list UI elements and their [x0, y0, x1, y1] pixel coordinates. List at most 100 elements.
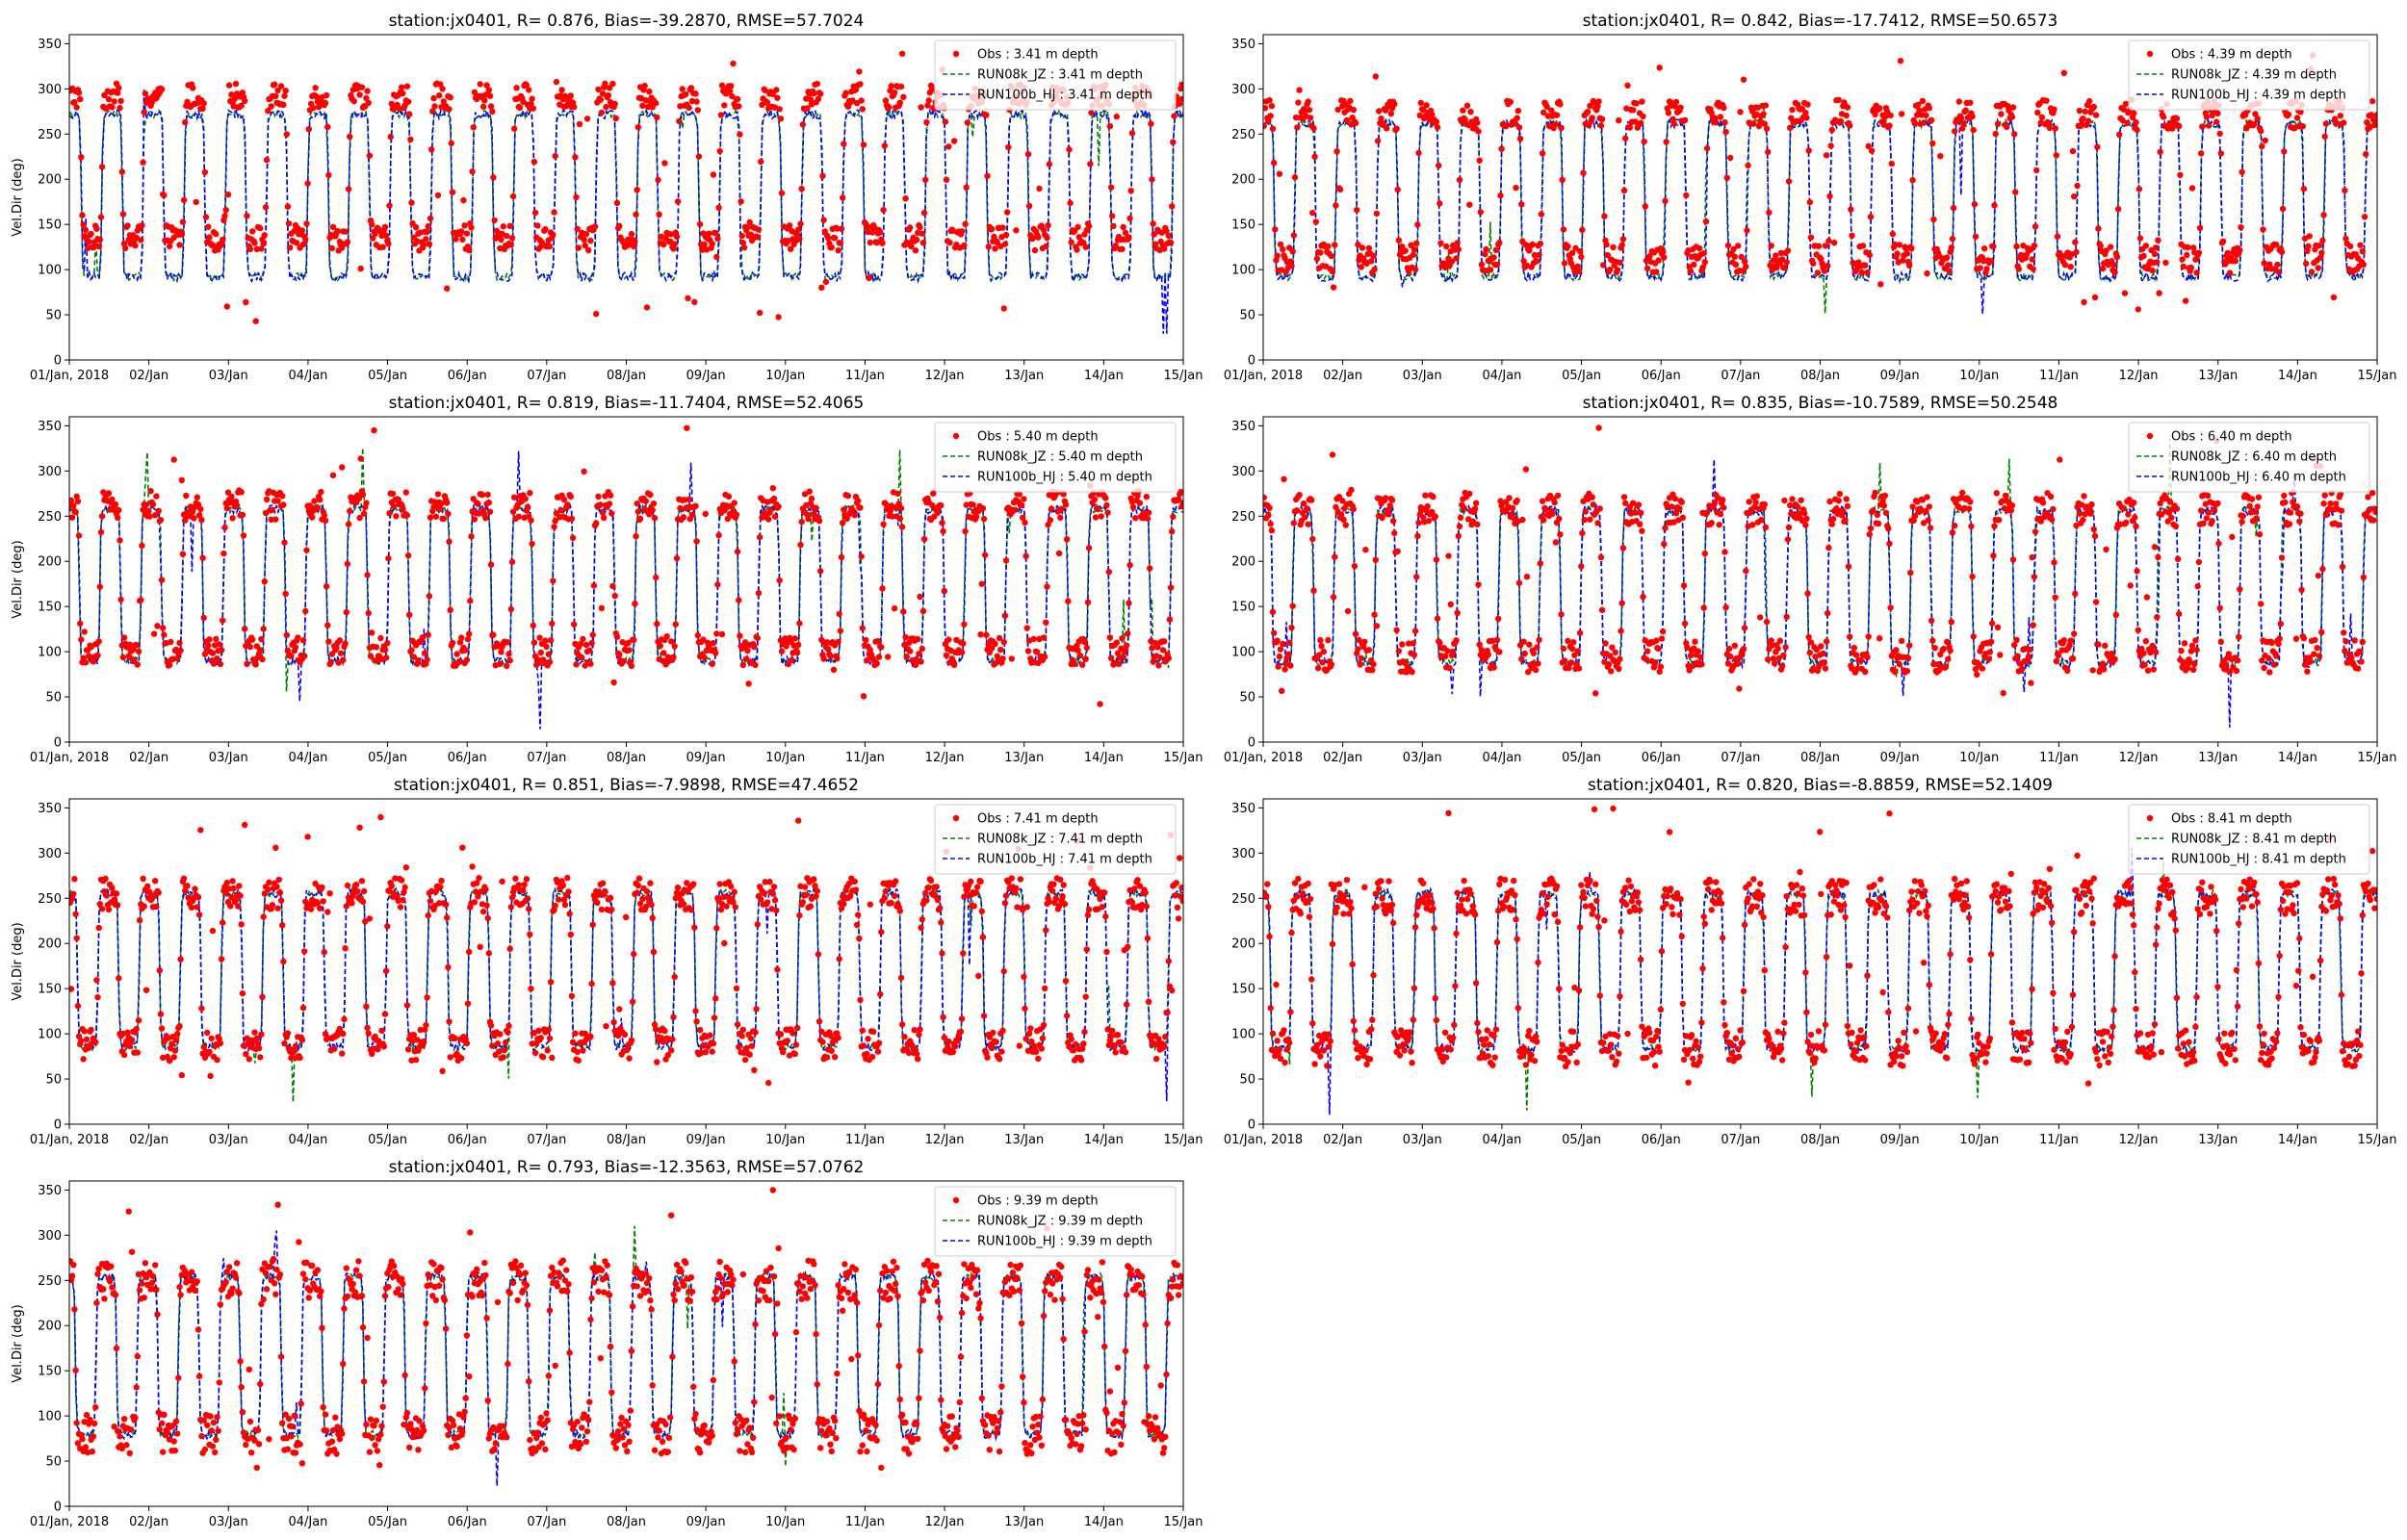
obs-point: [358, 84, 366, 90]
obs-point: [1781, 265, 1788, 271]
obs-point: [2203, 114, 2211, 120]
obs-point: [714, 235, 721, 242]
obs-point: [424, 994, 430, 1001]
obs-point: [1496, 239, 1503, 246]
obs-point: [461, 222, 468, 229]
obs-point: [1606, 266, 1614, 273]
obs-point: [983, 112, 990, 118]
y-tick-label: 200: [1231, 555, 1255, 570]
obs-point: [1171, 113, 1178, 119]
obs-point: [885, 654, 892, 660]
obs-point: [2103, 247, 2109, 254]
obs-point: [2273, 242, 2280, 248]
obs-point: [78, 636, 85, 643]
obs-point: [369, 629, 375, 636]
obs-point: [2246, 502, 2253, 509]
obs-point: [1316, 652, 1323, 658]
obs-point: [694, 631, 701, 639]
obs-point: [648, 901, 655, 909]
obs-point: [168, 1040, 175, 1047]
obs-point: [738, 198, 744, 205]
x-tick-label: 05/Jan: [368, 369, 407, 383]
obs-point: [2009, 104, 2017, 111]
obs-point: [1840, 507, 1847, 515]
obs-point: [1948, 244, 1955, 251]
obs-point: [2307, 658, 2314, 665]
obs-point: [1904, 654, 1912, 661]
obs-point: [1994, 120, 2002, 127]
obs-point: [279, 922, 286, 929]
obs-point: [1179, 500, 1183, 506]
obs-point: [2172, 523, 2179, 529]
obs-point: [238, 921, 245, 928]
obs-point: [1167, 240, 1175, 246]
chart-title: station:jx0401, R= 0.842, Bias=-17.7412,…: [1583, 12, 2058, 31]
obs-point: [1755, 122, 1763, 130]
x-tick-label: 03/Jan: [209, 369, 248, 383]
obs-point: [1031, 246, 1039, 254]
obs-point: [1665, 110, 1672, 116]
obs-point: [1424, 502, 1431, 510]
obs-point: [220, 236, 226, 244]
obs-point: [851, 878, 858, 885]
obs-point: [1332, 242, 1338, 248]
obs-point: [732, 904, 738, 911]
obs-point: [1844, 502, 1851, 510]
obs-point: [1529, 241, 1536, 248]
obs-point: [1590, 501, 1597, 508]
obs-point: [1490, 254, 1497, 261]
obs-point: [369, 1050, 375, 1058]
obs-point: [628, 230, 635, 238]
obs-point: [1444, 648, 1451, 654]
obs-point: [546, 1035, 554, 1042]
obs-point: [903, 654, 910, 660]
obs-point: [1328, 661, 1335, 668]
x-tick-label: 10/Jan: [765, 369, 805, 383]
obs-point: [985, 244, 992, 250]
obs-point: [343, 609, 349, 616]
obs-point: [190, 85, 196, 91]
legend-marker-obs: [952, 50, 960, 58]
obs-point: [274, 905, 281, 911]
obs-point: [523, 876, 531, 883]
obs-point: [161, 192, 168, 199]
obs-point: [1823, 152, 1830, 159]
obs-point: [2054, 233, 2061, 240]
obs-point: [1575, 665, 1583, 672]
obs-point: [770, 495, 778, 502]
x-tick-label: 08/Jan: [1800, 751, 1840, 765]
obs-point: [1490, 664, 1497, 671]
obs-point: [582, 231, 590, 238]
obs-point: [608, 906, 615, 913]
obs-point: [2058, 252, 2065, 260]
obs-point: [755, 226, 763, 233]
obs-point: [382, 232, 390, 239]
obs-point: [712, 995, 719, 1002]
obs-point: [1572, 244, 1579, 251]
obs-point: [739, 1026, 746, 1034]
obs-point: [2368, 490, 2376, 497]
obs-point: [119, 654, 127, 661]
obs-point: [1074, 647, 1081, 654]
obs-point: [372, 230, 378, 238]
obs-point: [1787, 124, 1794, 131]
obs-point: [1928, 116, 1935, 124]
obs-point: [515, 882, 522, 888]
obs-point: [1280, 640, 1286, 648]
obs-point: [160, 625, 167, 631]
obs-point: [134, 661, 141, 668]
obs-point: [837, 628, 844, 634]
obs-point: [313, 93, 320, 100]
obs-point: [427, 514, 434, 521]
obs-point: [1425, 518, 1433, 525]
obs-point: [2368, 97, 2376, 105]
obs-point: [303, 547, 310, 553]
obs-point: [1959, 489, 1966, 497]
obs-point: [80, 221, 87, 228]
obs-point: [2331, 116, 2339, 122]
obs-point: [1661, 540, 1668, 548]
obs-point: [928, 86, 936, 92]
obs-point: [2214, 110, 2221, 117]
obs-point: [537, 1035, 544, 1041]
obs-point: [2173, 116, 2181, 122]
